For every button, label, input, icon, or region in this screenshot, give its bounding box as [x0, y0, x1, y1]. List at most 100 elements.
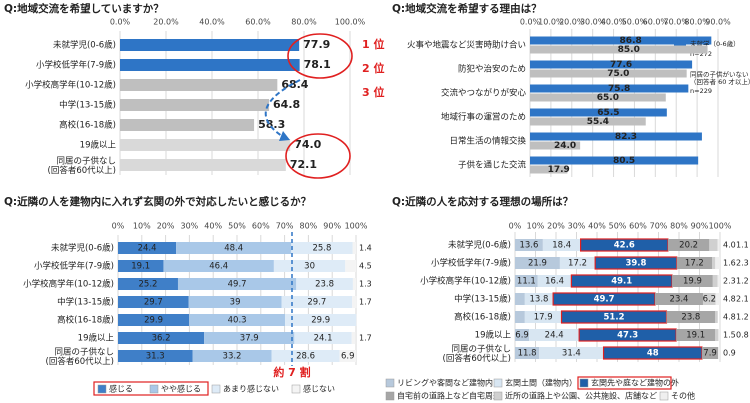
value-label: 31.3: [146, 352, 165, 362]
value-label: 24.4: [138, 244, 157, 254]
value-label: 25.8: [312, 244, 331, 254]
value-label: 1.3: [359, 280, 372, 289]
bar-segment: [524, 293, 554, 305]
bar: [530, 45, 708, 54]
value-label: 49.7: [594, 295, 615, 305]
legend-swatch: [97, 384, 107, 394]
x-tick-label: 20.0%: [153, 18, 179, 27]
value-label: 17.2: [685, 259, 704, 269]
bar: [530, 36, 712, 45]
value-label: 13.6: [519, 241, 538, 251]
bar-segment: [715, 311, 718, 323]
bar-segment: [118, 350, 193, 362]
x-tick-label: 40.0%: [601, 18, 627, 27]
bar-segment: [718, 329, 720, 341]
highlight-box: [577, 376, 672, 390]
bar-segment: [281, 296, 353, 308]
value-label: 31.4: [562, 349, 581, 359]
bar-segment: [515, 239, 543, 251]
x-tick-label: 80%: [300, 222, 318, 231]
value-label: 49.1: [611, 277, 632, 287]
value-label: 75.0: [607, 69, 629, 79]
bar-segment: [539, 347, 604, 359]
value-label: 21.9: [528, 259, 547, 269]
annotation-layer: 約 7 割: [93, 33, 353, 396]
legend-label: 自宅前の道路上など自宅周辺: [397, 391, 501, 401]
x-tick-label: 90%: [323, 222, 341, 231]
value-label: 25.2: [139, 280, 158, 290]
bar: [120, 39, 300, 51]
bar-segment: [294, 332, 352, 344]
bar: [530, 117, 646, 126]
bar-segment: [559, 257, 596, 269]
legend-label: あまり感じない: [223, 384, 279, 394]
value-label: 2.1: [736, 295, 749, 304]
value-label: 82.3: [615, 132, 637, 142]
bar-segment: [712, 275, 718, 287]
value-label: 20.2: [679, 241, 698, 251]
bar-segment: [515, 275, 538, 287]
value-label: 49.7: [228, 280, 247, 290]
category-label: 19歳以上: [78, 333, 115, 344]
legend-swatch: [385, 378, 395, 388]
value-label: 55.4: [587, 117, 609, 127]
x-tick-label: 90.0%: [705, 18, 731, 27]
value-label: 74.0: [294, 138, 321, 151]
bar-segment: [339, 350, 356, 362]
value-label: 13.8: [530, 295, 549, 305]
x-tick-label: 80.0%: [684, 18, 710, 27]
value-label: 29.7: [307, 298, 326, 308]
x-tick-label: 20.0%: [559, 18, 585, 27]
legend-label: 感じない: [303, 384, 335, 394]
legend-label: 感じる: [109, 384, 133, 394]
bar-segment: [291, 242, 353, 254]
bar: [120, 139, 291, 151]
bar-segment: [666, 311, 716, 323]
legend-swatch: [149, 384, 159, 394]
value-label: 48: [647, 349, 659, 359]
value-label: 80.5: [613, 156, 635, 166]
bar-segment: [296, 278, 353, 290]
bar-segment: [271, 350, 340, 362]
value-label: 1.4: [359, 244, 372, 253]
bar-segment: [701, 347, 719, 359]
legend-label: 近所の道路上や公園、公共施設、店舗など: [505, 391, 657, 401]
value-label: 18.4: [552, 241, 571, 251]
legend-swatch: [579, 378, 589, 388]
value-label: 17.9: [548, 165, 570, 175]
chart-title: Q:地域交流を希望していますか？: [4, 2, 164, 15]
value-label: 40.3: [228, 316, 247, 326]
bar-segment: [672, 275, 713, 287]
value-label: 6.9: [341, 352, 355, 362]
value-label: 17.9: [534, 313, 553, 323]
bar-segment: [676, 329, 716, 341]
bar-segment: [542, 239, 581, 251]
x-tick-label: 100.0%: [335, 18, 366, 27]
highlight-box: [93, 381, 209, 396]
bar-segment: [118, 278, 178, 290]
value-label: 6.2: [703, 295, 717, 305]
bar-segment: [352, 296, 357, 308]
x-tick-label: 10.0%: [538, 18, 564, 27]
bar-segment: [718, 347, 720, 359]
legend-label: 玄関先や庭など建物の外: [591, 378, 679, 388]
value-label: 77.9: [303, 38, 330, 51]
bar: [120, 119, 255, 131]
category-label: 19歳以上: [475, 330, 512, 341]
value-label: 1.2: [736, 313, 749, 322]
bar: [120, 99, 270, 111]
value-label: 4.8: [723, 313, 736, 322]
bar-segment: [351, 332, 356, 344]
x-tick-label: 40.0%: [199, 18, 225, 27]
value-label: 72.1: [290, 158, 317, 171]
value-label: 11.8: [518, 349, 537, 359]
value-label: 39.8: [625, 259, 646, 269]
category-label: 小学校高学年(10-12歳): [420, 276, 511, 287]
legend-swatch: [291, 384, 301, 394]
value-label: 24.4: [545, 331, 564, 341]
value-label: 19.9: [683, 277, 702, 287]
category-label: 中学(13-15歳): [59, 100, 116, 111]
category-label: 未就学児(0-6歳): [448, 240, 511, 251]
legend-label: 玄関土間（建物内）: [505, 378, 577, 388]
bar-segment: [177, 278, 297, 290]
